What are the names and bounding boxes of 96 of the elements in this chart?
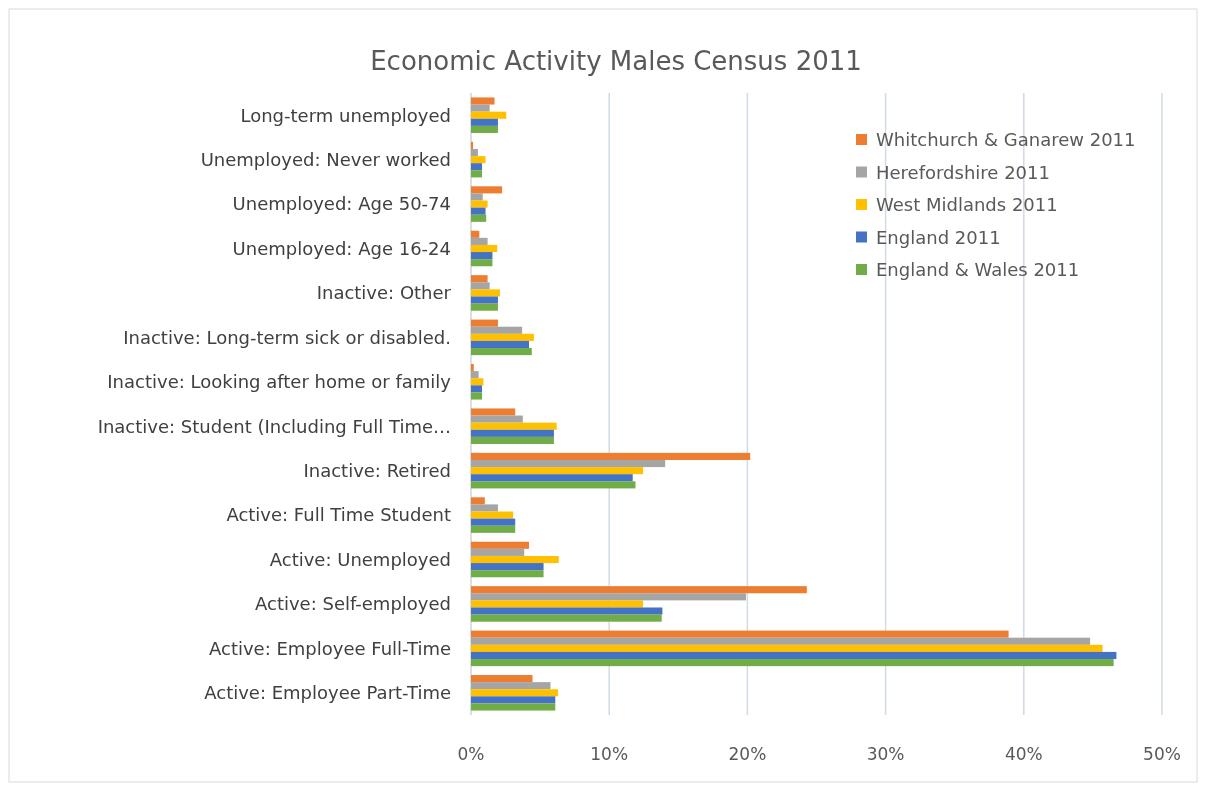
bar (471, 156, 486, 164)
bar (471, 282, 490, 290)
bar (471, 600, 644, 608)
x-tick-label: 0% (457, 744, 485, 764)
bar (471, 614, 662, 622)
legend-label: Herefordshire 2011 (876, 161, 1050, 183)
bar (471, 125, 498, 133)
x-tick-label: 50% (1143, 744, 1181, 764)
bar (471, 459, 666, 468)
bar (471, 97, 495, 105)
bar (471, 555, 559, 564)
y-tick-label: Inactive: Student (Including Full Time… (97, 415, 451, 437)
bar (471, 244, 498, 253)
x-tick-label: 40% (1004, 744, 1043, 764)
bar (471, 525, 516, 533)
y-tick-label: Unemployed: Never worked (200, 148, 451, 170)
bar (471, 252, 493, 260)
bar (471, 563, 544, 571)
bar (471, 364, 474, 372)
bar (471, 207, 486, 215)
bar (471, 682, 551, 690)
bar (471, 696, 556, 704)
bar (471, 289, 501, 297)
bar (471, 408, 516, 416)
bar (471, 170, 483, 178)
bar (471, 296, 498, 304)
chart-title: Economic Activity Males Census 2011 (370, 46, 862, 76)
x-tick-label: 10% (590, 744, 629, 764)
y-tick-label: Unemployed: Age 16-24 (232, 237, 451, 259)
bar (471, 607, 663, 615)
bar (471, 481, 636, 489)
bar (471, 659, 1114, 667)
bar (471, 511, 514, 519)
bar (471, 422, 557, 430)
bar (471, 644, 1103, 652)
bar (471, 118, 498, 126)
bar (471, 548, 525, 556)
bar (471, 200, 488, 208)
bar (471, 675, 533, 683)
bar (471, 630, 1009, 638)
bar (471, 385, 483, 393)
bar (471, 378, 484, 386)
bar (471, 637, 1091, 645)
y-tick-label: Active: Self-employed (254, 593, 451, 615)
bar (471, 193, 483, 201)
bar (471, 452, 751, 460)
legend-label: England & Wales 2011 (876, 259, 1080, 281)
bar (471, 436, 554, 444)
bar (471, 474, 633, 482)
y-tick-label: Inactive: Other (316, 282, 452, 304)
y-tick-label: Active: Unemployed (269, 548, 451, 570)
bar (471, 348, 532, 356)
bar (471, 141, 474, 149)
bar (471, 415, 523, 423)
legend-label: Whitchurch & Ganarew 2011 (876, 129, 1136, 151)
y-tick-label: Inactive: Long-term sick or disabled. (123, 326, 451, 348)
bar (471, 163, 483, 171)
y-tick-label: Active: Full Time Student (226, 504, 451, 526)
y-tick-label: Active: Employee Part-Time (204, 682, 451, 704)
bar (471, 111, 507, 119)
bar (471, 237, 488, 245)
bar (471, 689, 559, 697)
bar (471, 651, 1117, 660)
bar (471, 340, 530, 349)
bar (471, 214, 487, 222)
bar (471, 303, 498, 311)
y-tick-label: Long-term unemployed (240, 104, 451, 126)
bar (471, 429, 554, 437)
y-tick-label: Inactive: Looking after home or family (107, 371, 452, 393)
bar (471, 148, 478, 157)
bar (471, 593, 747, 601)
legend-label: West Midlands 2011 (876, 194, 1058, 216)
y-tick-label: Inactive: Retired (303, 459, 451, 481)
bar (471, 371, 479, 379)
x-tick-label: 20% (728, 744, 767, 764)
bar (471, 319, 498, 327)
bar (471, 467, 644, 475)
bar (471, 703, 556, 711)
bar (471, 186, 503, 194)
bar (471, 504, 498, 512)
bar (471, 392, 483, 400)
bar (471, 104, 490, 112)
bar (471, 570, 544, 578)
bar (471, 333, 534, 341)
bar (471, 497, 485, 505)
bar (471, 259, 493, 267)
bar (471, 518, 516, 526)
bar (471, 586, 807, 594)
legend-label: England 2011 (876, 226, 1001, 248)
bar (471, 230, 480, 238)
bar (471, 275, 488, 283)
x-tick-label: 30% (866, 744, 905, 764)
y-tick-label: Unemployed: Age 50-74 (232, 193, 451, 215)
y-tick-label: Active: Employee Full-Time (208, 637, 451, 659)
bar (471, 541, 530, 549)
bar (471, 326, 523, 334)
